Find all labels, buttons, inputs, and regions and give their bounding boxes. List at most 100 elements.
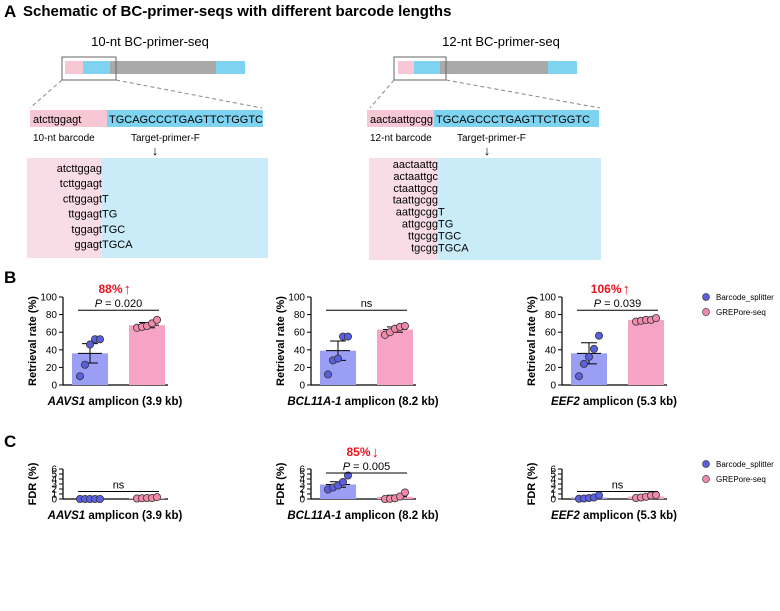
change-arrow-icon: ↓ (372, 444, 380, 461)
p-value-label: ns (612, 480, 624, 492)
legend-b-grepore-swatch (702, 308, 710, 316)
legend-b-grepore-label: GREPore-seq (716, 308, 766, 317)
p-value: = 0.005 (350, 461, 390, 473)
schematic-10nt-end-segment (216, 61, 245, 74)
y-tick-label: 40 (294, 345, 306, 356)
schematic-12nt-zoom-box (393, 56, 447, 81)
y-tick-label: 6 (299, 465, 305, 476)
y-tick-label: 1 (550, 490, 556, 501)
gene-name: EEF2 (551, 510, 580, 522)
y-tick-label: 1 (299, 490, 305, 501)
p-symbol: P (594, 298, 602, 310)
right-variant-5: attgcgg (402, 219, 438, 231)
y-axis-label: FDR (%) (27, 462, 39, 505)
change-arrow-icon: ↑ (124, 281, 132, 298)
schematic-12nt-target-segment (440, 61, 548, 74)
left-variant-1: tcttggagt (60, 178, 102, 190)
x-axis-label: AAVS1 amplicon (3.9 kb) (47, 396, 183, 408)
p-value-label: ns (361, 298, 373, 310)
y-tick-label: 6 (550, 465, 556, 476)
y-tick-label: 100 (288, 293, 305, 304)
down-arrow-10nt: ↓ (152, 143, 159, 158)
data-point (595, 491, 604, 500)
y-tick-label: 80 (46, 310, 58, 321)
p-value-label: P = 0.005 (343, 461, 390, 473)
y-tick-label: 20 (545, 363, 557, 374)
schematic-12nt: 12-nt BC-primer-seq aactaattgcgg TGCAGCC… (367, 34, 601, 260)
barcode-label-12nt: 12-nt barcode (370, 133, 432, 144)
schematic-10nt-zoom-box (61, 56, 117, 81)
barcode-seq-12nt: aactaattgcgg (370, 114, 433, 126)
legend-b-barcode-splitter-label: Barcode_splitter (716, 293, 774, 302)
schematic-12nt-barcode-segment (398, 61, 414, 74)
p-value-label: ns (113, 480, 125, 492)
gene-name: EEF2 (551, 396, 580, 408)
y-tick-label: 60 (294, 328, 306, 339)
change-annotation: 85% (346, 445, 370, 459)
gene-name: BCL11A-1 (287, 396, 341, 408)
panel-c-label: C (4, 432, 16, 451)
y-tick-label: 0 (299, 381, 305, 392)
right-variant-tail-4: T (438, 207, 445, 219)
zoom-line-left (29, 79, 63, 109)
left-variant-tail-4: TGC (102, 224, 125, 236)
x-axis-label: EEF2 amplicon (5.3 kb) (551, 510, 677, 522)
right-variant-3: taattgcgg (393, 195, 438, 207)
legend-c-barcode-splitter-label: Barcode_splitter (716, 460, 774, 469)
schematic-10nt-title: 10-nt BC-primer-seq (91, 34, 209, 49)
y-axis-label: FDR (%) (275, 462, 287, 505)
left-variant-3: ttggagt (68, 209, 102, 221)
data-point (323, 370, 332, 379)
x-axis-label: EEF2 amplicon (5.3 kb) (551, 396, 677, 408)
zoom-line-right-12 (445, 79, 601, 109)
y-tick-label: 4 (51, 475, 57, 486)
left-variant-tail-2: T (102, 193, 109, 205)
x-axis-label: BCL11A-1 amplicon (8.2 kb) (287, 396, 438, 408)
primer-label-10nt: Target-primer-F (131, 133, 200, 144)
y-tick-label: 40 (545, 345, 557, 356)
y-tick-label: 2 (51, 485, 57, 496)
y-tick-label: 3 (299, 480, 305, 491)
gene-name: AAVS1 (47, 396, 86, 408)
schematic-10nt-primer-segment (83, 61, 110, 74)
p-value-label: P = 0.039 (594, 298, 641, 310)
panel-a-title: Schematic of BC-primer-seqs with differe… (23, 3, 451, 20)
amplicon-size: amplicon (5.3 kb) (580, 510, 677, 522)
change-arrow-icon: ↑ (623, 281, 631, 298)
zoom-line-left-12 (369, 79, 395, 109)
p-value: = 0.039 (601, 298, 641, 310)
data-point (400, 322, 409, 331)
y-tick-label: 0 (299, 495, 305, 506)
data-point (86, 340, 95, 349)
y-tick-label: 4 (299, 475, 305, 486)
legend-b: Barcode_splitter GREPore-seq (702, 293, 774, 317)
bar-grepore-seq (628, 319, 664, 385)
variants-12nt: aactaattgactaattgcctaattgcgtaattgcggaatt… (393, 159, 469, 254)
change-annotation: 88% (98, 282, 122, 296)
y-tick-label: 80 (294, 310, 306, 321)
p-symbol: P (343, 461, 351, 473)
y-axis-label: FDR (%) (526, 462, 538, 505)
bar-grepore-seq (129, 325, 165, 385)
y-tick-label: 3 (51, 480, 57, 491)
data-point (96, 494, 105, 503)
y-tick-label: 60 (545, 328, 557, 339)
data-point (595, 331, 604, 340)
barcode-box-10nt (30, 110, 107, 127)
primer-seq-10nt: TGCAGCCCTGAGTTCTGGTC (109, 114, 263, 126)
data-point (590, 344, 599, 353)
y-tick-label: 40 (46, 345, 58, 356)
zoom-line-right (115, 79, 263, 109)
schematic-10nt: 10-nt BC-primer-seq atcttggagt TGCAGCCCT… (27, 34, 268, 258)
right-variant-2: ctaattgcg (393, 183, 438, 195)
primer-seq-12nt: TGCAGCCCTGAGTTCTGGTC (436, 114, 590, 126)
y-tick-label: 0 (550, 495, 556, 506)
p-value-label: P = 0.020 (95, 298, 142, 310)
p-value: = 0.020 (102, 298, 142, 310)
schematic-10nt-barcode-segment (65, 61, 83, 74)
